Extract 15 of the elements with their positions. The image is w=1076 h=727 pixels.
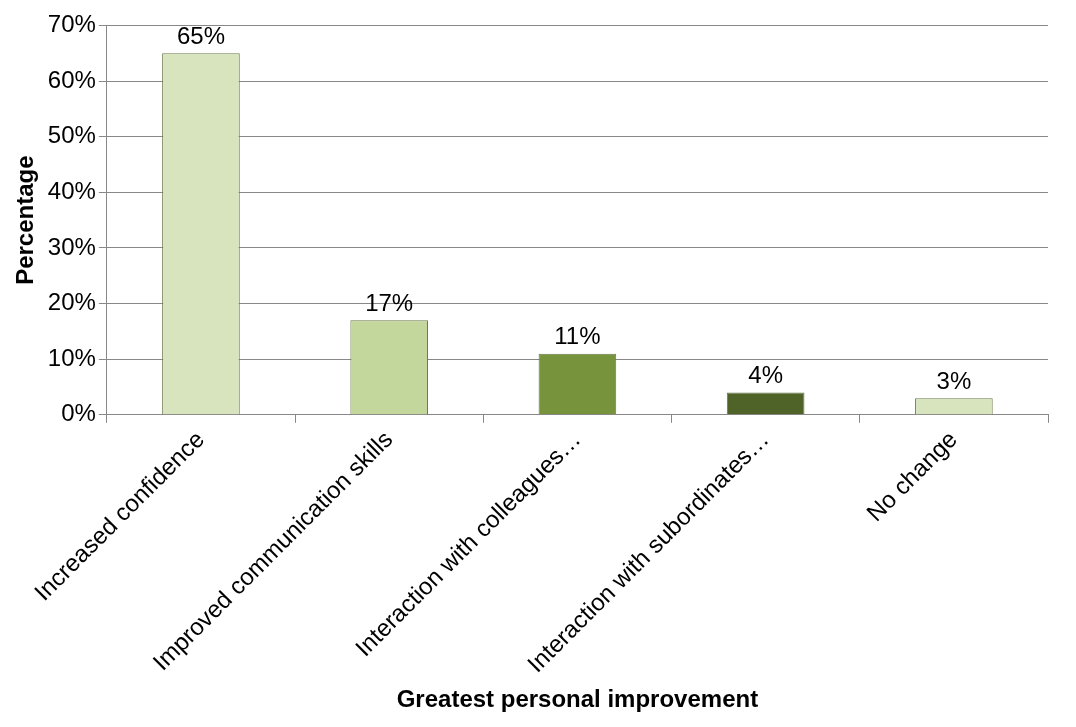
data-label: 17% xyxy=(365,288,414,316)
y-tick-label: 50% xyxy=(47,121,96,149)
y-tick-label: 10% xyxy=(47,343,96,371)
x-axis-title: Greatest personal improvement xyxy=(396,685,759,713)
y-tick-label: 40% xyxy=(47,176,96,204)
y-tick-label: 20% xyxy=(47,288,96,316)
y-axis-title: Percentage xyxy=(11,155,39,285)
data-label: 4% xyxy=(748,361,783,389)
y-tick-label: 70% xyxy=(47,10,96,38)
data-label: 11% xyxy=(554,322,601,350)
y-tick-label: 60% xyxy=(47,65,96,93)
data-label: 3% xyxy=(936,366,972,394)
data-label: 65% xyxy=(176,21,225,49)
y-tick-label: 30% xyxy=(47,232,96,260)
y-tick-label: 0% xyxy=(61,399,96,427)
